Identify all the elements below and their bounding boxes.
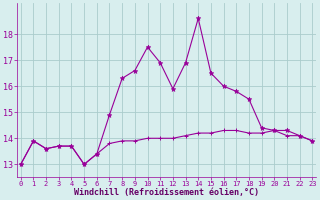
X-axis label: Windchill (Refroidissement éolien,°C): Windchill (Refroidissement éolien,°C) (74, 188, 259, 197)
